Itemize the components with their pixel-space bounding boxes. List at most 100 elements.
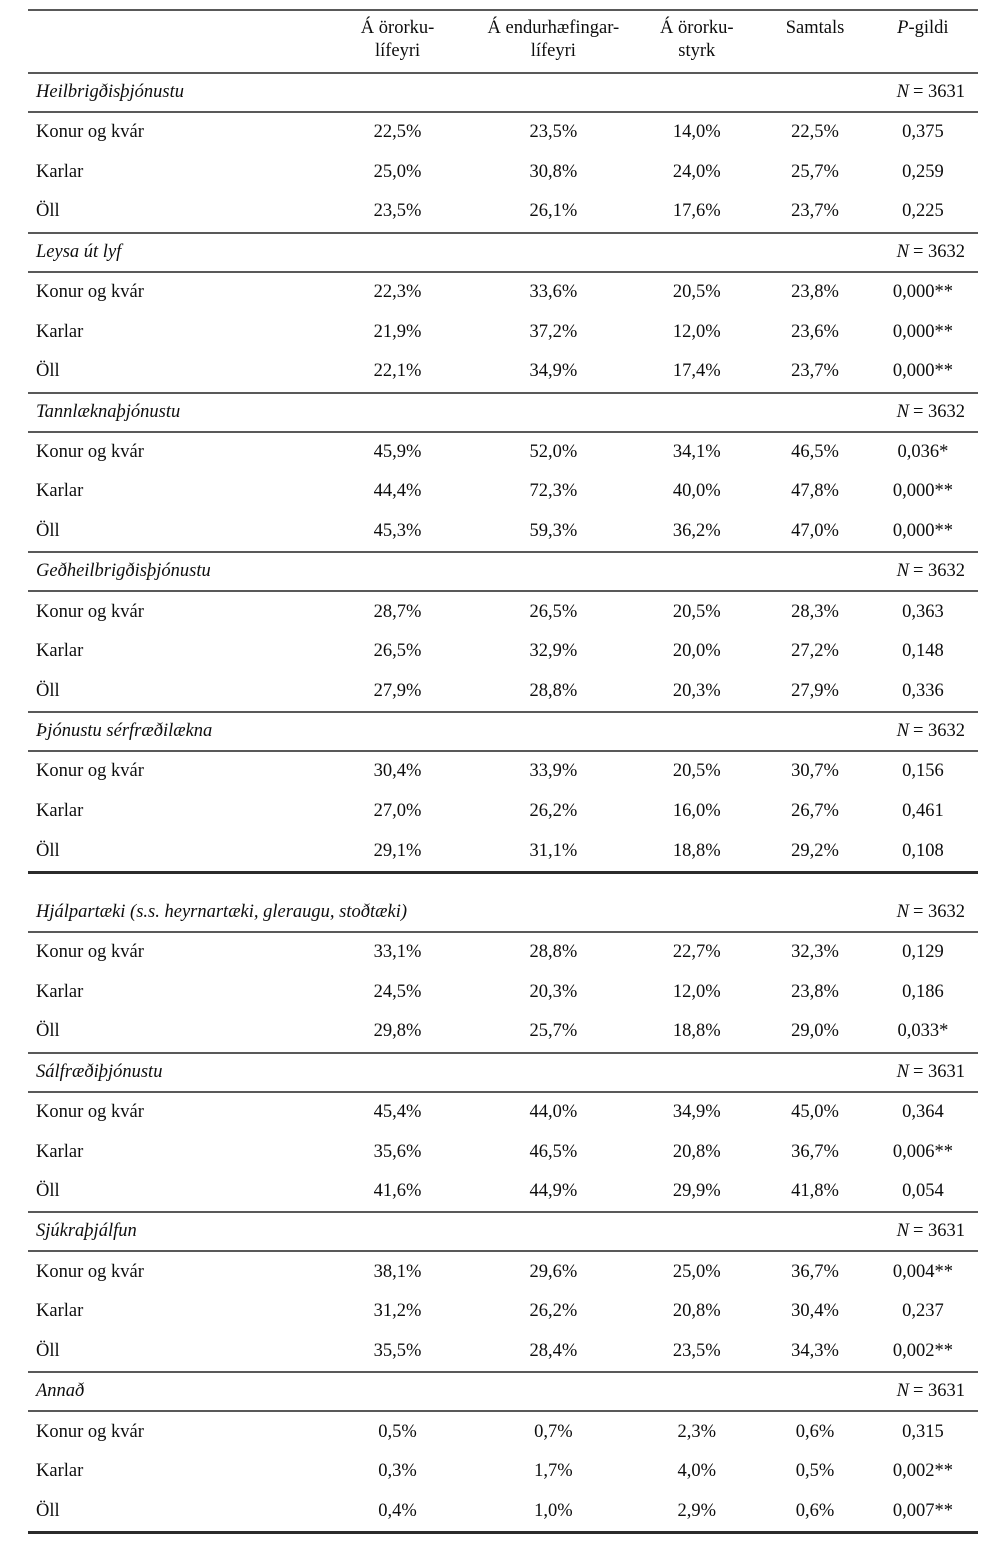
row-label: Konur og kvár — [36, 441, 144, 462]
section-header-row: Sálfræðiþjónustu N = 3631 — [28, 1052, 978, 1092]
cell-value: 26,7% — [791, 801, 839, 822]
section-header-row: Annað N = 3631 — [28, 1372, 978, 1412]
cell-value: 25,0% — [672, 1261, 721, 1282]
cell-value: 25,0% — [373, 161, 422, 182]
table-row: Karlar 31,2% 26,2% 20,8% 30,4% 0,237 — [28, 1292, 978, 1332]
cell-value: 28,7% — [373, 601, 422, 622]
table-row: Konur og kvár 45,9% 52,0% 34,1% 46,5% 0,036* — [28, 432, 978, 473]
n-symbol: N — [896, 721, 909, 742]
cell-value: 0,156 — [902, 761, 944, 782]
section-n-count: N = 3631 — [868, 1053, 978, 1092]
cell-value: 0,000** — [892, 481, 953, 502]
row-label: Öll — [36, 201, 60, 222]
cell-value: 22,3% — [373, 282, 422, 303]
column-header-text: Á örorku- — [360, 18, 435, 38]
cell-value: 41,8% — [791, 1181, 839, 1202]
row-label: Karlar — [36, 321, 84, 342]
section-label: Sálfræðiþjónustu — [36, 1061, 163, 1082]
n-value: = 3631 — [912, 1221, 965, 1242]
cell-value: 0,315 — [902, 1421, 944, 1442]
n-value: = 3631 — [912, 1381, 965, 1402]
cell-value: 26,5% — [529, 601, 578, 622]
cell-value: 28,8% — [529, 942, 578, 963]
section-label: Heilbrigðisþjónustu — [36, 82, 185, 102]
cell-value: 0,007** — [892, 1500, 953, 1521]
cell-value: 0,6% — [795, 1500, 835, 1521]
row-label: Karlar — [36, 1301, 84, 1322]
cell-value: 23,5% — [672, 1340, 721, 1361]
cell-value: 23,8% — [791, 282, 839, 303]
table-row: Öll 0,4% 1,0% 2,9% 0,6% 0,007** — [28, 1491, 978, 1533]
cell-value: 12,0% — [672, 981, 721, 1002]
cell-value: 46,5% — [529, 1141, 578, 1162]
cell-value: 22,1% — [373, 361, 422, 382]
table-row: Konur og kvár 38,1% 29,6% 25,0% 36,7% 0,004** — [28, 1251, 978, 1292]
cell-value: 40,0% — [672, 481, 721, 502]
section-header-row: Þjónustu sérfræðilækna N = 3632 — [28, 712, 978, 752]
cell-value: 0,054 — [902, 1181, 944, 1202]
row-label: Öll — [36, 1181, 60, 1202]
cell-value: 0,129 — [902, 942, 944, 963]
column-header: Á endurhæfingar-lífeyri — [475, 10, 631, 73]
table-row: Konur og kvár 22,5% 23,5% 14,0% 22,5% 0,375 — [28, 112, 978, 153]
cell-value: 27,0% — [373, 801, 422, 822]
row-label: Konur og kvár — [36, 282, 144, 303]
cell-value: 33,1% — [373, 942, 422, 963]
section-label: Hjálpartæki (s.s. heyrnartæki, gleraugu,… — [36, 901, 408, 922]
cell-value: 20,5% — [672, 601, 721, 622]
row-label: Karlar — [36, 1141, 84, 1162]
cell-value: 37,2% — [529, 321, 578, 342]
cell-value: 0,186 — [902, 981, 944, 1002]
cell-value: 23,6% — [791, 321, 839, 342]
cell-value: 1,0% — [534, 1500, 573, 1521]
n-value: = 3632 — [912, 901, 965, 922]
row-label: Öll — [36, 1021, 60, 1042]
section-header-row: Leysa út lyf N = 3632 — [28, 232, 978, 272]
cell-value: 21,9% — [373, 321, 422, 342]
section-n-count: N = 3631 — [868, 1372, 978, 1411]
cell-value: 34,3% — [791, 1340, 839, 1361]
cell-value: 0,375 — [902, 122, 944, 143]
row-label: Konur og kvár — [36, 942, 144, 963]
section-n-count: N = 3632 — [868, 393, 978, 432]
cell-value: 34,9% — [672, 1101, 721, 1122]
section-header-row: Hjálpartæki (s.s. heyrnartæki, gleraugu,… — [28, 894, 978, 932]
table-row: Karlar 35,6% 46,5% 20,8% 36,7% 0,006** — [28, 1132, 978, 1172]
column-header-text: Á endurhæfingar- — [487, 18, 620, 38]
cell-value: 28,4% — [529, 1340, 578, 1361]
n-symbol: N — [896, 241, 909, 262]
row-label: Konur og kvár — [36, 1101, 144, 1122]
section-label: Tannlæknaþjónustu — [36, 401, 181, 422]
section-label: Annað — [36, 1381, 85, 1402]
cell-value: 35,5% — [373, 1340, 422, 1361]
table-row: Karlar 21,9% 37,2% 12,0% 23,6% 0,000** — [28, 312, 978, 352]
table-row: Öll 23,5% 26,1% 17,6% 23,7% 0,225 — [28, 192, 978, 233]
n-symbol: N — [896, 1221, 909, 1242]
n-value: = 3631 — [912, 82, 965, 102]
cell-value: 20,5% — [672, 761, 721, 782]
section-label: Þjónustu sérfræðilækna — [36, 721, 213, 742]
section-n-count: N = 3632 — [868, 552, 978, 591]
cell-value: 0,4% — [378, 1500, 417, 1521]
row-label: Öll — [36, 1340, 60, 1361]
cell-value: 1,7% — [534, 1461, 573, 1482]
cell-value: 2,3% — [677, 1421, 717, 1442]
cell-value: 16,0% — [672, 801, 721, 822]
cell-value: 27,9% — [373, 680, 422, 701]
cell-value: 26,1% — [529, 201, 578, 222]
column-header-text: Á örorku- — [660, 18, 734, 38]
cell-value: 20,3% — [672, 680, 721, 701]
cell-value: 34,1% — [672, 441, 721, 462]
column-header-text: lífeyri — [374, 41, 421, 61]
row-label: Öll — [36, 1500, 60, 1521]
cell-value: 0,237 — [902, 1301, 944, 1322]
column-header-text: styrk — [678, 41, 716, 61]
cell-value: 0,000** — [892, 361, 953, 382]
cell-value: 20,8% — [672, 1301, 721, 1322]
column-header: Á örorku-styrk — [631, 10, 762, 73]
cell-value: 33,6% — [529, 282, 578, 303]
table-row: Karlar 25,0% 30,8% 24,0% 25,7% 0,259 — [28, 153, 978, 193]
cell-value: 23,5% — [529, 122, 578, 143]
cell-value: 18,8% — [672, 840, 721, 861]
